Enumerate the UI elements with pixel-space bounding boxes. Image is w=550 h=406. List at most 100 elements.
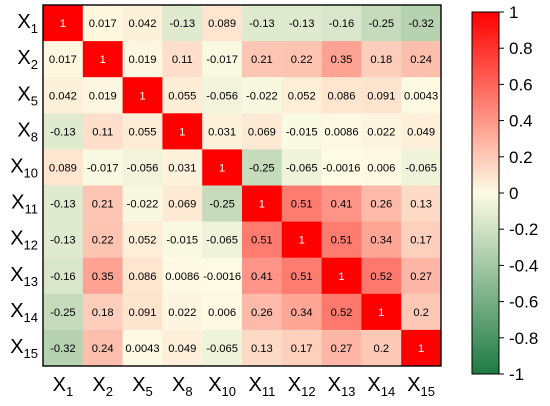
cell-value-label: 0.089 <box>208 18 236 30</box>
cell-value-label: 0.26 <box>370 199 392 211</box>
cell-value-label: -0.015 <box>286 126 318 138</box>
cell-value-label: -0.13 <box>170 18 196 30</box>
heatmap-cell <box>122 329 163 367</box>
cell-value-label: 0.34 <box>370 235 392 247</box>
heatmap-cell <box>162 113 203 150</box>
heatmap-cell <box>43 149 84 186</box>
cell-value-label: 0.22 <box>291 54 313 66</box>
cell-value-label: 0.017 <box>49 54 77 66</box>
cell-value-label: -0.017 <box>206 54 238 66</box>
heatmap-cell <box>242 257 283 295</box>
cell-value-label: 1 <box>378 307 384 319</box>
heatmap-cell <box>321 221 362 258</box>
heatmap-cell <box>242 77 283 114</box>
cell-value-label: 1 <box>60 18 66 30</box>
heatmap-cell <box>242 221 283 258</box>
cell-value-label: -0.13 <box>50 199 76 211</box>
heatmap-cell <box>82 329 123 367</box>
heatmap-cell <box>122 185 163 222</box>
heatmap-cell <box>82 221 123 258</box>
heatmap-cell <box>361 257 402 295</box>
heatmap-cell <box>281 293 322 331</box>
axis-label: X8 <box>17 119 38 144</box>
heatmap-cell <box>401 293 442 331</box>
heatmap-cell <box>361 293 402 331</box>
axis-label-base: X <box>11 192 24 214</box>
heatmap-cell <box>162 77 203 114</box>
cell-value-label: 0.34 <box>291 307 313 319</box>
cell-value-label: 0.18 <box>370 54 392 66</box>
heatmap-cell <box>202 329 243 367</box>
plot-frame <box>42 4 442 367</box>
axis-label-subscript: 14 <box>24 310 38 325</box>
cell-value-label: 0.042 <box>129 18 157 30</box>
axis-label-base: X <box>10 155 23 177</box>
cell-value-label: 0.17 <box>410 235 432 247</box>
axis-label: X13 <box>328 374 356 399</box>
cell-value-label: 0.21 <box>92 199 114 211</box>
cell-value-label: 0.11 <box>92 126 113 138</box>
heatmap-cell <box>361 77 402 114</box>
heatmap-cell <box>202 257 243 295</box>
heatmap-cell <box>242 329 283 367</box>
heatmap-cell <box>242 149 283 186</box>
heatmap-cell <box>202 221 243 258</box>
cell-value-label: -0.065 <box>405 162 437 174</box>
cell-value-label: 0.18 <box>92 307 114 319</box>
axis-label-subscript: 8 <box>185 384 192 399</box>
cell-value-label: 0.049 <box>168 343 196 355</box>
axis-label-base: X <box>328 374 341 396</box>
cell-value-label: 0.0043 <box>125 343 159 355</box>
cell-value-label: -0.065 <box>206 343 238 355</box>
heatmap-cell <box>43 293 84 331</box>
axis-label-subscript: 11 <box>25 202 39 217</box>
cell-value-label: 0.52 <box>331 307 353 319</box>
heatmap-cell <box>122 149 163 186</box>
cell-value-label: 0.0043 <box>404 90 438 102</box>
heatmap-cell <box>122 113 163 150</box>
heatmap-cell <box>202 41 243 78</box>
axis-label-subscript: 1 <box>31 21 38 36</box>
heatmap-cell <box>401 113 442 150</box>
axis-label: X8 <box>172 374 193 399</box>
cell-value-label: 1 <box>139 90 145 102</box>
heatmap-cell <box>281 149 322 186</box>
cell-value-label: -0.056 <box>206 90 238 102</box>
heatmap-cell <box>281 329 322 367</box>
heatmap-cell <box>281 257 322 295</box>
heatmap-cell <box>43 113 84 150</box>
cell-value-label: -0.25 <box>369 18 395 30</box>
axis-label: X14 <box>10 300 38 325</box>
cell-value-label: 0.006 <box>367 162 395 174</box>
axis-label-base: X <box>92 374 105 396</box>
heatmap-cell <box>43 185 84 222</box>
colorbar-ticks: 1 0.8 0.6 0.4 0.2 0 -0.2 -0.4 -0.6 -0.8 -1 <box>499 3 538 384</box>
cell-value-label: 0.091 <box>367 90 395 102</box>
heatmap-cell <box>401 329 442 367</box>
cell-value-label: -0.13 <box>249 18 275 30</box>
cell-value-label: -0.25 <box>209 199 235 211</box>
cell-value-label: 0.031 <box>208 126 236 138</box>
heatmap-cell <box>82 41 123 78</box>
cell-value-label: -0.056 <box>127 162 159 174</box>
axis-label-base: X <box>248 374 261 396</box>
heatmap-cell <box>361 185 402 222</box>
cell-value-label: 0.069 <box>248 126 276 138</box>
cell-value-label: 0.26 <box>251 307 273 319</box>
heatmap-cell <box>82 257 123 295</box>
axis-label-base: X <box>132 374 145 396</box>
cell-value-label: 0.21 <box>251 54 273 66</box>
cell-value-label: 0.41 <box>331 199 353 211</box>
cell-value-label: 0.51 <box>291 199 313 211</box>
cell-value-label: 0.35 <box>331 54 353 66</box>
heatmap-cell <box>43 257 84 295</box>
heatmap-cell <box>82 185 123 222</box>
axis-label: X12 <box>288 374 316 399</box>
heatmap-cell <box>242 41 283 78</box>
cell-value-label: 0.24 <box>410 54 432 66</box>
cell-value-label: 0.019 <box>89 90 117 102</box>
heatmap-cell <box>82 77 123 114</box>
colorbar-tick-label: -1 <box>509 365 524 384</box>
heatmap-cell <box>321 293 362 331</box>
colorbar-tick-label: 0 <box>509 184 518 203</box>
